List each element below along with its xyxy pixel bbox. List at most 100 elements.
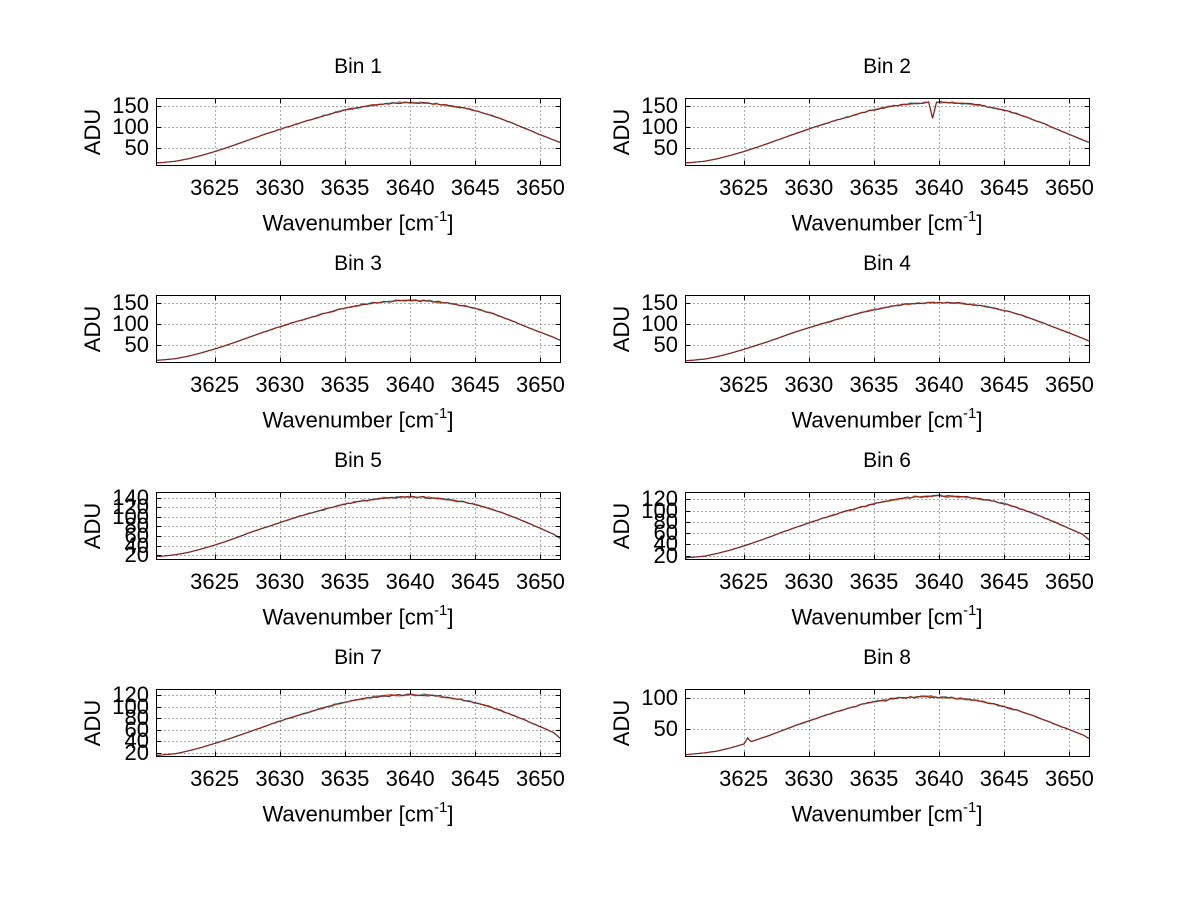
spectrum-curve-fit <box>156 101 560 164</box>
x-tick-label: 3630 <box>784 372 834 397</box>
x-axis-label-superscript: -1 <box>963 405 977 422</box>
subplot-title-bin-4: Bin 4 <box>863 252 911 275</box>
y-tick-label: 120 <box>112 494 149 520</box>
x-tick-label: 3625 <box>719 569 769 594</box>
x-axis-label-superscript: -1 <box>434 799 448 816</box>
x-tick-label: 3640 <box>385 766 435 791</box>
y-tick-label: 100 <box>112 311 149 337</box>
x-axis-label: Wavenumber [cm-1] <box>156 405 560 433</box>
x-tick-label: 3640 <box>385 175 435 200</box>
x-tick-label: 3625 <box>190 372 240 397</box>
y-tick-label: 80 <box>124 513 149 539</box>
plot-area-bin-1 <box>156 98 561 166</box>
y-tick-label: 100 <box>641 684 678 710</box>
y-tick-label: 80 <box>653 508 678 534</box>
x-tick-label: 3650 <box>515 175 565 200</box>
y-tick-label: 20 <box>124 542 149 568</box>
x-tick-label: 3635 <box>320 766 370 791</box>
x-tick-label: 3635 <box>320 569 370 594</box>
subplot-title-bin-6: Bin 6 <box>863 449 911 472</box>
plot-area-bin-7 <box>156 689 561 757</box>
x-axis-label-text: Wavenumber [cm <box>262 407 435 433</box>
x-axis-label: Wavenumber [cm-1] <box>156 208 560 236</box>
x-tick-label: 3645 <box>979 372 1029 397</box>
x-axis-label-text: Wavenumber [cm <box>262 210 435 236</box>
x-tick-label: 3650 <box>1044 175 1094 200</box>
spectrum-curve-accent <box>685 494 1089 559</box>
x-tick-label: 3625 <box>190 175 240 200</box>
y-tick-label: 150 <box>641 290 678 316</box>
x-axis-label-bracket: ] <box>976 210 983 236</box>
spectrum-curve-data <box>685 695 1089 756</box>
y-tick-label: 100 <box>641 311 678 337</box>
x-axis-label-superscript: -1 <box>963 602 977 619</box>
x-axis-label-text: Wavenumber [cm <box>262 604 435 630</box>
x-axis-label-superscript: -1 <box>434 208 448 225</box>
y-tick-label: 150 <box>641 93 678 119</box>
x-axis-label-text: Wavenumber [cm <box>262 801 435 827</box>
spectrum-curve-fit <box>685 301 1089 362</box>
x-tick-label: 3645 <box>450 175 500 200</box>
x-axis-label-text: Wavenumber [cm <box>791 210 964 236</box>
plot-area-bin-8 <box>685 689 1090 757</box>
x-tick-label: 3635 <box>849 569 899 594</box>
x-tick-label: 3645 <box>450 372 500 397</box>
y-tick-label: 60 <box>124 523 149 549</box>
spectrum-curve-fit <box>156 693 560 756</box>
subplot-title-bin-7: Bin 7 <box>334 646 382 669</box>
x-axis-label-bracket: ] <box>976 801 983 827</box>
subplot-title-bin-1: Bin 1 <box>334 55 382 78</box>
y-tick-label: 20 <box>653 542 678 568</box>
spectrum-curve-accent <box>685 695 1089 756</box>
x-tick-label: 3630 <box>784 569 834 594</box>
y-tick-label: 50 <box>653 716 678 742</box>
spectrum-curve-data <box>685 494 1089 559</box>
x-axis-label: Wavenumber [cm-1] <box>685 799 1089 827</box>
x-tick-label: 3625 <box>719 175 769 200</box>
x-axis-label-superscript: -1 <box>963 208 977 225</box>
plot-area-bin-4 <box>685 295 1090 363</box>
x-tick-label: 3630 <box>255 372 305 397</box>
spectrum-curve-fit <box>156 495 560 558</box>
x-tick-label: 3640 <box>914 372 964 397</box>
axis-box <box>156 98 561 166</box>
subplot-title-bin-8: Bin 8 <box>863 646 911 669</box>
x-tick-label: 3640 <box>385 372 435 397</box>
x-axis-label: Wavenumber [cm-1] <box>685 405 1089 433</box>
x-tick-label: 3625 <box>719 372 769 397</box>
x-tick-label: 3640 <box>385 569 435 594</box>
x-axis-label-bracket: ] <box>976 604 983 630</box>
y-tick-label: 40 <box>124 728 149 754</box>
x-tick-label: 3630 <box>784 766 834 791</box>
x-tick-label: 3625 <box>719 766 769 791</box>
subplot-title-bin-2: Bin 2 <box>863 55 911 78</box>
y-tick-label: 140 <box>112 484 149 510</box>
spectrum-curve-fit <box>685 494 1089 559</box>
x-tick-label: 3645 <box>979 569 1029 594</box>
y-tick-label: 50 <box>124 332 149 358</box>
x-tick-label: 3635 <box>320 372 370 397</box>
y-tick-label: 50 <box>653 332 678 358</box>
x-tick-label: 3640 <box>914 569 964 594</box>
spectrum-curve-accent <box>156 693 560 756</box>
y-tick-label: 100 <box>112 114 149 140</box>
x-tick-label: 3635 <box>849 175 899 200</box>
plot-area-bin-6 <box>685 492 1090 560</box>
spectrum-curve-accent <box>685 301 1089 362</box>
x-axis-label-bracket: ] <box>447 407 454 433</box>
spectrum-curve-data <box>156 101 560 164</box>
subplot-title-bin-5: Bin 5 <box>334 449 382 472</box>
spectrum-curve-fit <box>156 299 560 361</box>
x-tick-label: 3640 <box>914 766 964 791</box>
x-axis-label-bracket: ] <box>447 210 454 236</box>
x-axis-label: Wavenumber [cm-1] <box>685 208 1089 236</box>
x-axis-label-superscript: -1 <box>434 602 448 619</box>
y-tick-label: 100 <box>641 497 678 523</box>
spectrum-curve-data <box>685 301 1089 362</box>
y-tick-label: 20 <box>124 739 149 765</box>
axis-box <box>685 492 1090 560</box>
y-tick-label: 120 <box>112 682 149 708</box>
axis-box <box>156 689 561 757</box>
y-tick-label: 120 <box>641 486 678 512</box>
x-axis-label: Wavenumber [cm-1] <box>685 602 1089 630</box>
